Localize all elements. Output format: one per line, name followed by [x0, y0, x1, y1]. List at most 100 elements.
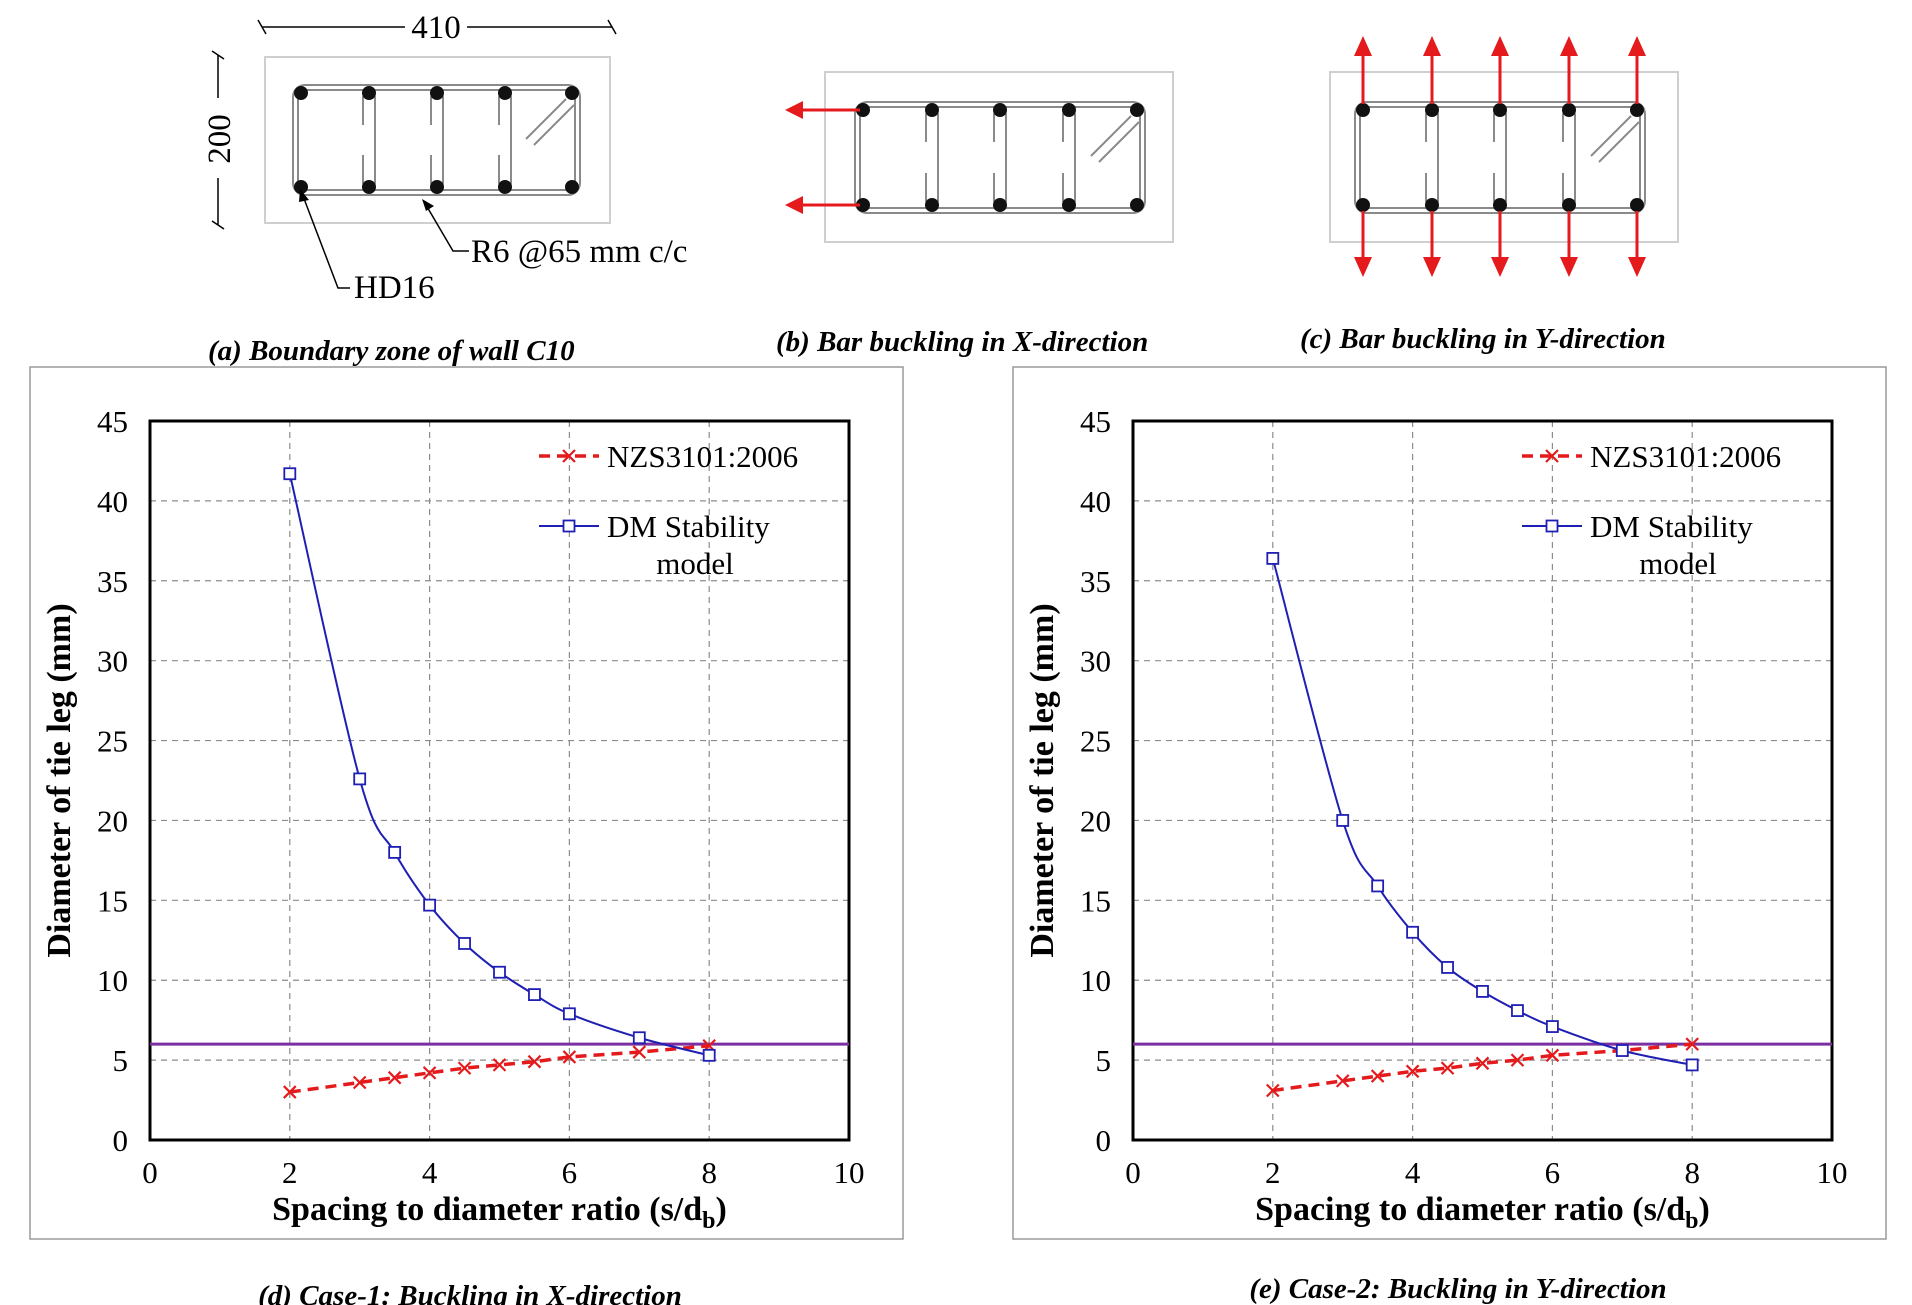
- x-tick-label: 2: [282, 1155, 298, 1190]
- panel-b-hook: [1090, 115, 1132, 157]
- x-axis-label: Spacing to diameter ratio (s/db): [1255, 1191, 1710, 1234]
- panel-a-ties: [292, 84, 581, 196]
- panel-b-perimeter-tie: [854, 101, 1146, 214]
- panel-c-concrete-outline: [1329, 71, 1679, 243]
- bar-label: HD16: [354, 270, 435, 306]
- arrowhead-icon: [1491, 257, 1509, 277]
- data-point-dm: [1441, 961, 1454, 974]
- y-axis-label: Diameter of tie leg (mm): [1024, 603, 1061, 957]
- data-point-dm: [458, 937, 471, 950]
- arrowhead-icon: [1423, 36, 1441, 56]
- legend-marker-dm: [562, 519, 576, 533]
- panel-a-rebar-dot: [362, 180, 376, 194]
- x-tick-label: 6: [1545, 1155, 1561, 1190]
- data-point-nzs: [422, 1066, 437, 1080]
- arrowhead-icon: [785, 101, 803, 119]
- series-line-nzs: [289, 1043, 710, 1094]
- y-tick-label: 10: [1080, 963, 1111, 998]
- data-point-dm: [283, 467, 297, 481]
- x-tick-label: 6: [562, 1155, 578, 1190]
- data-point-nzs: [632, 1045, 647, 1059]
- panel-b-rebar-dot: [1062, 103, 1076, 117]
- data-point-nzs: [1440, 1061, 1455, 1075]
- panel-b-rebar-dot: [1130, 103, 1144, 117]
- x-tick-label: 2: [1265, 1155, 1281, 1190]
- y-tick-label: 45: [97, 404, 128, 439]
- panel-b-bars: [856, 103, 1144, 212]
- panel-b-rebar-dot: [993, 103, 1007, 117]
- panel-c-rebar-dot: [1493, 198, 1507, 212]
- legend-label-nzs: NZS3101:2006: [1590, 439, 1781, 474]
- x-tick-label: 0: [142, 1155, 158, 1190]
- panel-b-rebar-dot: [1062, 198, 1076, 212]
- tie-leader: [425, 204, 469, 252]
- data-point-nzs: [1510, 1053, 1525, 1067]
- panel-c-hook: [1590, 115, 1632, 157]
- panel-b-cross-tie: [993, 108, 1007, 207]
- panel-a-rebar-dot: [565, 86, 579, 100]
- panel-b-concrete-outline: [824, 71, 1174, 243]
- data-point-dm: [1685, 1058, 1699, 1072]
- tie-label: R6 @65 mm c/c: [471, 234, 687, 270]
- x-tick-label: 0: [1125, 1155, 1141, 1190]
- x-tick-label: 4: [422, 1155, 438, 1190]
- panel-a-cross-tie: [430, 91, 444, 189]
- data-point-dm: [353, 772, 367, 786]
- panel-c-caption: (c) Bar buckling in Y-direction: [1300, 323, 1666, 355]
- arrowhead-icon: [1560, 257, 1578, 277]
- arrowhead-icon: [1491, 36, 1509, 56]
- data-point-nzs: [1335, 1074, 1350, 1088]
- data-point-dm: [1371, 879, 1385, 893]
- data-point-dm: [563, 1007, 576, 1021]
- data-point-nzs: [527, 1054, 542, 1069]
- y-tick-label: 20: [97, 803, 128, 838]
- panel-a-rebar-dot: [430, 180, 444, 194]
- plot-area: [148, 419, 851, 1142]
- arrowhead-icon: [1628, 257, 1646, 277]
- panel-a-rebar-dot: [294, 86, 308, 100]
- y-tick-label: 25: [1080, 724, 1111, 759]
- y-tick-label: 5: [1096, 1043, 1112, 1078]
- panel-c-rebar-dot: [1425, 103, 1439, 117]
- x-tick-label: 4: [1405, 1155, 1421, 1190]
- panel-a-rebar-dot: [498, 180, 512, 194]
- y-tick-label: 0: [1096, 1123, 1112, 1158]
- panel-a-rebar-dot: [498, 86, 512, 100]
- panel-a-hook: [533, 104, 575, 146]
- data-point-dm: [632, 1031, 646, 1045]
- data-point-nzs: [1370, 1069, 1385, 1083]
- y-tick-label: 0: [113, 1123, 129, 1158]
- panel-b-section: (b) Bar buckling in X-direction: [776, 71, 1174, 358]
- panel-c-rebar-dot: [1356, 103, 1370, 117]
- data-point-dm: [1511, 1004, 1524, 1017]
- panel-b-rebar-dot: [925, 103, 939, 117]
- data-point-dm: [423, 898, 437, 912]
- panel-b-perimeter-tie-inner: [859, 106, 1141, 209]
- legend-marker-nzs: [562, 449, 576, 463]
- panel-a-section: 410 200 R6 @65 mm c/c HD16 (a) Boundary …: [202, 10, 687, 367]
- chart-case-1: 0 5 10 15 20 25 30 35 40 45 0 2 4 6 8 10 Spacing to diam…: [29, 366, 904, 1305]
- chart-case-2: 0 5 10 15 20 25 30 35 40 45 0 2 4 6 8 10 Spacing to diam…: [1012, 366, 1887, 1305]
- panel-a-cross-tie: [498, 91, 512, 189]
- x-tick-label: 10: [834, 1155, 865, 1190]
- panel-c-rebar-dot: [1562, 103, 1576, 117]
- panel-c-hook: [1598, 121, 1640, 163]
- arrowhead-icon: [1423, 257, 1441, 277]
- panel-b-cross-tie: [1062, 108, 1076, 207]
- panel-b-rebar-dot: [925, 198, 939, 212]
- data-point-nzs: [1405, 1064, 1420, 1079]
- panel-a-rebar-dot: [362, 86, 376, 100]
- panel-a-perimeter-tie: [292, 84, 581, 196]
- width-dimension-label: 410: [411, 10, 461, 46]
- data-point-nzs: [1266, 1083, 1280, 1098]
- bar-leader: [302, 195, 350, 289]
- data-point-dm: [702, 1048, 716, 1062]
- height-dimension: [211, 50, 225, 230]
- legend-label-dm-line2: model: [656, 546, 734, 581]
- arrowhead-icon: [1354, 257, 1372, 277]
- panel-b-rebar-dot: [1130, 198, 1144, 212]
- y-tick-label: 40: [1080, 484, 1111, 519]
- y-tick-label: 35: [97, 564, 128, 599]
- series-line-nzs: [1272, 1042, 1693, 1093]
